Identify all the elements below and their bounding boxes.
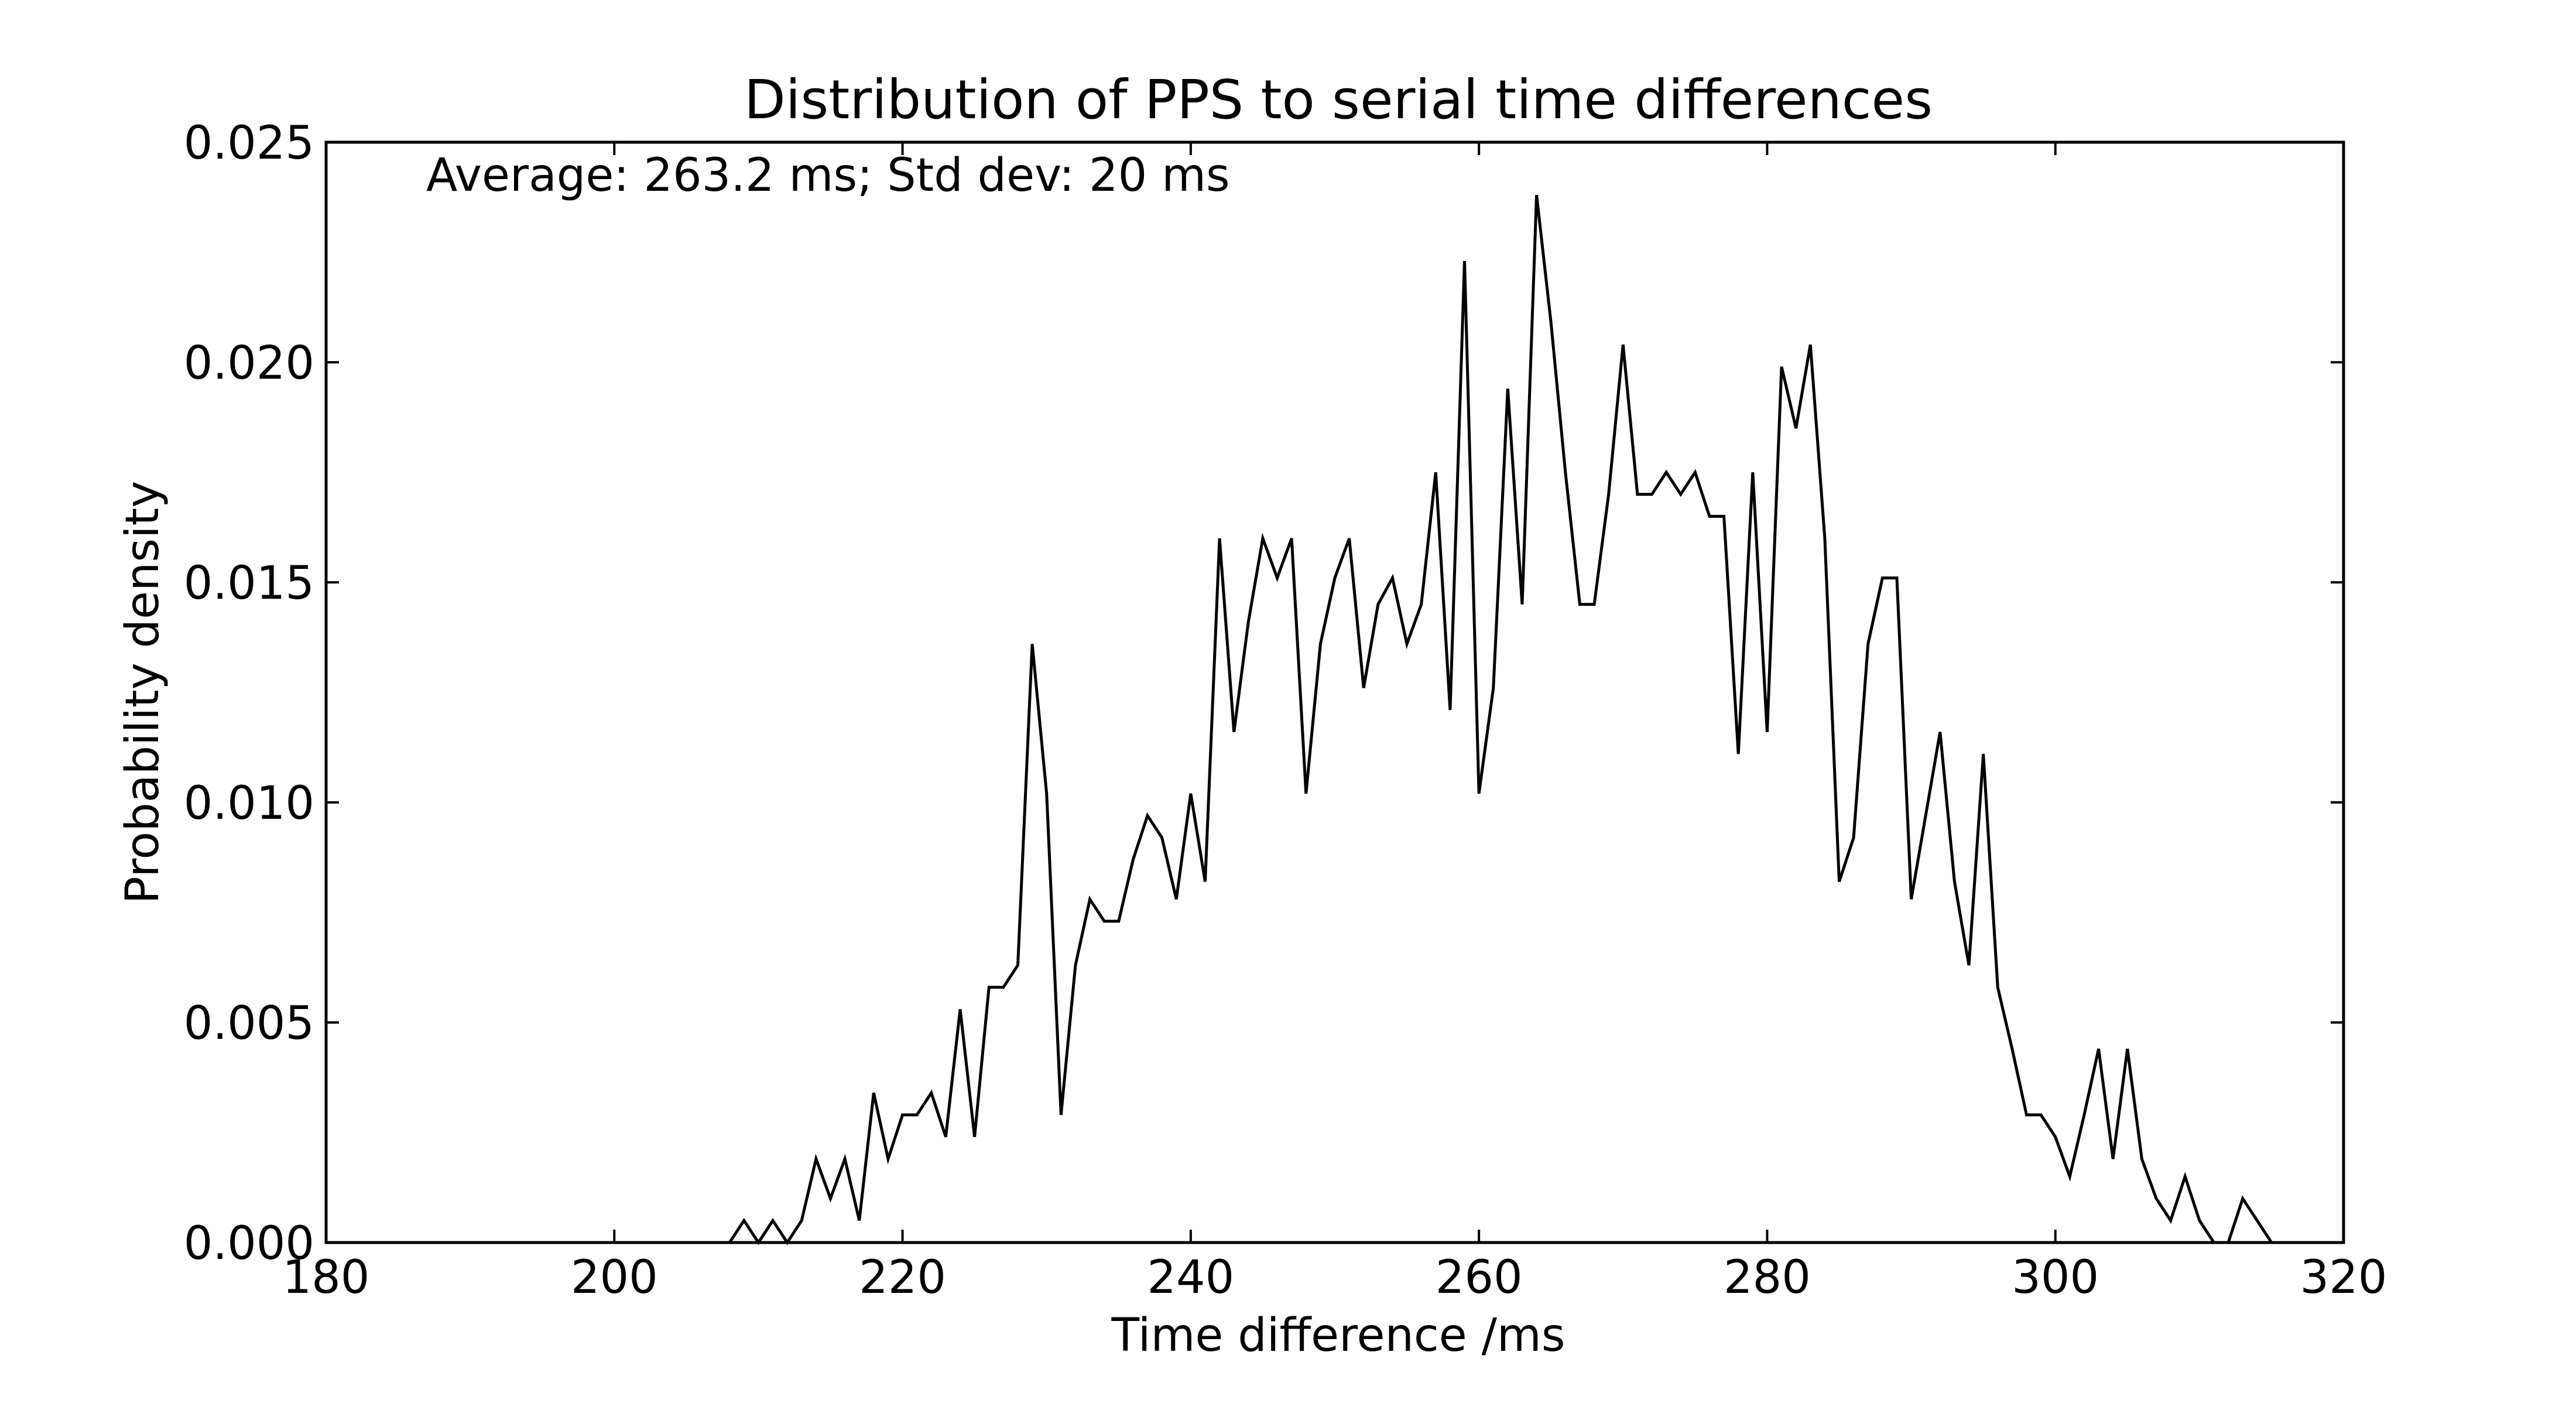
x-tick-label: 180 — [283, 1251, 370, 1304]
x-axis-label: Time difference /ms — [1111, 1309, 1566, 1362]
plot-frame — [324, 140, 2345, 1244]
y-tick-label: 0.015 — [184, 557, 314, 610]
x-axis-ticks: 180 200 220 240 260 280 300 320 — [283, 142, 2387, 1304]
stats-annotation: Average: 263.2 ms; Std dev: 20 ms — [426, 149, 1230, 202]
x-tick-label: 300 — [2012, 1251, 2099, 1304]
x-tick-label: 200 — [571, 1251, 658, 1304]
y-tick-label: 0.005 — [184, 997, 314, 1050]
y-tick-label: 0.000 — [184, 1217, 314, 1270]
y-tick-label: 0.010 — [184, 777, 314, 830]
x-tick-label: 240 — [1147, 1251, 1234, 1304]
x-tick-label: 320 — [2300, 1251, 2387, 1304]
y-axis-label: Probability density — [117, 481, 169, 904]
plot-area — [324, 140, 2345, 1245]
x-tick-label: 260 — [1436, 1251, 1523, 1304]
y-tick-label: 0.025 — [184, 117, 314, 170]
y-tick-label: 0.020 — [184, 337, 314, 390]
x-tick-label: 220 — [859, 1251, 946, 1304]
chart-title: Distribution of PPS to serial time diffe… — [744, 68, 1933, 131]
y-axis-ticks: 0.000 0.005 0.010 0.015 0.020 0.025 — [184, 117, 2344, 1270]
x-tick-label: 280 — [1724, 1251, 1811, 1304]
